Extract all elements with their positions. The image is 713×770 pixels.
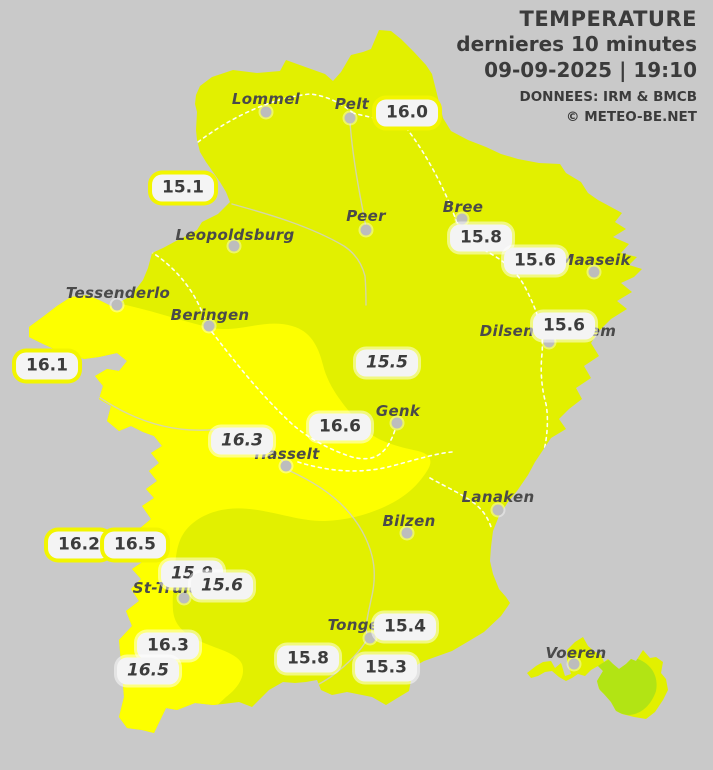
header-datetime: 09-09-2025 | 19:10 [484,58,697,83]
temperature-value: 16.6 [319,416,361,437]
municipal-border-line [197,93,353,143]
city-label: Maaseik [559,251,631,269]
temperature-value: 16.5 [127,660,169,681]
city-label: Leopoldsburg [175,226,295,244]
city-dot [111,299,123,311]
temperature-badge: 15.8 [277,645,339,673]
temperature-badge: 16.2 [48,531,110,559]
city-label: Lommel [231,90,301,108]
city-dot [456,213,468,225]
city-dot [260,106,272,118]
temperature-value: 15.6 [514,250,556,271]
municipal-border-line [297,451,453,472]
map-header: TEMPERATURE dernieres 10 minutes 09-09-2… [456,6,697,127]
city-label: Genk [375,402,421,420]
province-shape [29,30,642,733]
temperature-value: 15.4 [384,616,426,637]
city-dot [543,336,555,348]
city-dot [588,266,600,278]
temperature-badge: 16.0 [376,99,438,127]
city-dot [228,240,240,252]
city-dot [492,504,504,516]
road-line [349,121,367,229]
temperature-value: 15.5 [366,352,408,373]
temperature-badge: 16.5 [117,657,179,685]
temperature-badge: 16.5 [104,531,166,559]
temperature-badge: 15.1 [152,174,214,202]
road-line [231,203,367,306]
city-dot [280,460,292,472]
temperature-badge: 15.8 [450,224,512,252]
city-dot [203,320,215,332]
page-title: TEMPERATURE [519,7,697,31]
temperature-value: 15.8 [287,648,329,669]
city-label: Beringen [170,306,250,324]
city-dot [360,224,372,236]
temperature-value: 15.6 [543,315,585,336]
city-label: Tessenderlo [65,284,171,302]
temperature-value: 16.3 [221,430,263,451]
header-subtitle: dernieres 10 minutes [456,32,697,57]
temperature-badge: 15.6 [533,312,595,340]
header-data-source: DONNEES: IRM & BMCB [519,89,698,106]
city-dot [344,112,356,124]
header-copyright: © METEO-BE.NET [566,108,697,125]
municipal-border-line [149,250,206,321]
city-label: Peer [346,207,386,225]
city-dot [401,527,413,539]
temperature-value: 16.5 [114,534,156,555]
temperature-badge: 16.3 [137,632,199,660]
road-line [287,469,375,697]
city-dot [178,592,190,604]
temperature-value: 15.3 [365,657,407,678]
temperature-badge: 16.6 [309,413,371,441]
temperature-value: 16.3 [147,635,189,656]
temperature-value: 16.2 [58,534,100,555]
city-label: Bree [442,198,484,216]
cool-temperature-zone [595,656,657,715]
temperature-value: 16.0 [386,102,428,123]
city-label: Lanaken [461,488,535,506]
municipal-border-line [211,331,396,460]
temperature-value: 15.1 [162,177,204,198]
municipal-border-line [429,477,492,528]
city-dot [391,417,403,429]
city-label: Pelt [334,95,370,113]
city-label: Voeren [545,644,607,662]
city-label: Bilzen [382,512,436,530]
temperature-badge: 15.5 [356,349,418,377]
temperature-value: 15.6 [201,575,243,596]
temperature-badge: 15.6 [504,247,566,275]
temperature-badge: 16.1 [16,352,78,380]
temperature-value: 15.8 [460,227,502,248]
temperature-badge: 16.3 [211,427,273,455]
temperature-badge: 15.6 [191,572,253,600]
temperature-badge: 15.3 [355,654,417,682]
city-dot [568,658,580,670]
temperature-value: 16.1 [26,355,68,376]
city-dot [364,632,376,644]
temperature-badge: 15.4 [374,613,436,641]
